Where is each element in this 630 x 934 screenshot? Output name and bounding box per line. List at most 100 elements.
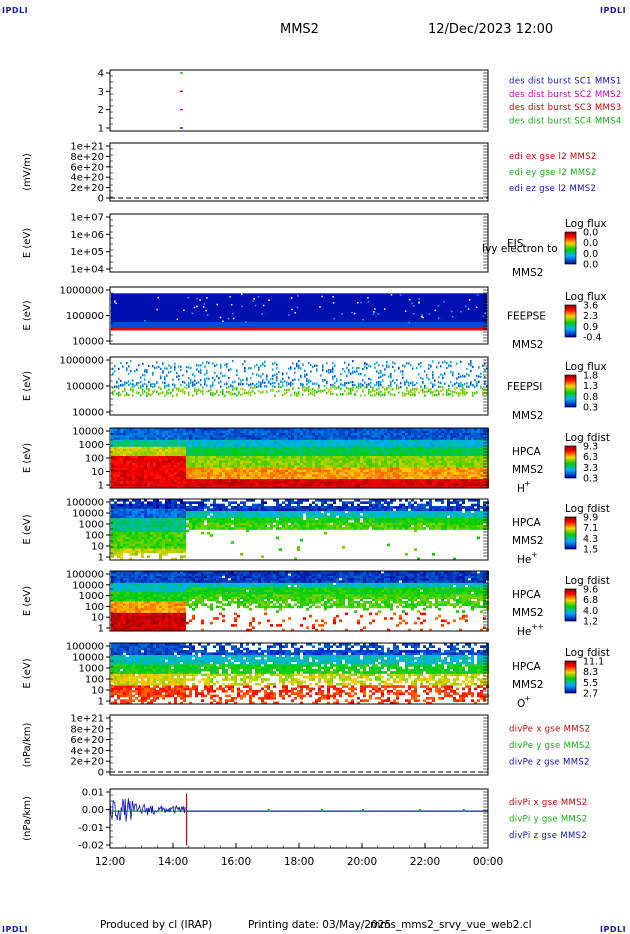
- feepse-speckle: [411, 302, 413, 304]
- hpca_h-pixel: [192, 471, 195, 475]
- hpca_he-pixel: [141, 536, 144, 540]
- hpca_he-pixel: [135, 550, 138, 554]
- hpca_h-pixel: [423, 485, 426, 489]
- hpca_h-pixel: [222, 451, 225, 454]
- hpca_h-pixel: [465, 458, 468, 461]
- hpca_h-pixel: [312, 478, 315, 482]
- hpca_he-pixel: [123, 545, 126, 549]
- feepsi-pixel: [206, 369, 208, 372]
- hpca_he-pixel: [162, 543, 165, 547]
- burst-ytick-label: 3: [98, 87, 104, 98]
- hpca_h-pixel: [330, 467, 333, 470]
- hpca_he-pixel: [162, 548, 165, 551]
- hpca_h-pixel: [477, 439, 480, 443]
- hpca_he-pixel: [135, 503, 138, 507]
- hpca_he-pixel: [162, 550, 165, 554]
- hpca_he-pixel: [126, 538, 129, 542]
- hpca_h-pixel: [471, 462, 474, 466]
- hpca_h-pixel: [351, 437, 354, 440]
- hpca_h-pixel: [198, 441, 201, 445]
- hpca_h-pixel: [183, 455, 186, 459]
- hpca_h-pixel: [189, 437, 192, 440]
- feepsi-pixel: [220, 380, 222, 383]
- feepsi-pixel: [146, 384, 148, 387]
- hpca_h-pixel: [465, 437, 468, 440]
- hpca_h-pixel: [246, 469, 249, 473]
- feepsi-pixel: [222, 393, 224, 396]
- hpca_he-pixel: [156, 510, 159, 514]
- feepsi-pixel: [318, 387, 320, 390]
- hpca_h-pixel: [228, 448, 231, 452]
- hpca_h-pixel: [453, 481, 456, 484]
- burst-right-minor-ticks: [483, 72, 488, 128]
- hpca_h-pixel: [225, 446, 228, 450]
- hpca_h-pixel: [408, 428, 411, 431]
- hpca_h-pixel: [141, 478, 144, 482]
- hpca_h-pixel: [123, 444, 126, 447]
- feepsi-pixel: [438, 392, 440, 396]
- hpca_h-pixel: [459, 483, 462, 486]
- hpca_h-pixel: [201, 483, 204, 486]
- feepsi-pixel: [406, 389, 408, 392]
- hpca_h-pixel: [483, 458, 486, 461]
- hpca_h-pixel: [270, 455, 273, 459]
- hpca_he-pixel: [129, 536, 132, 540]
- feepsi-pixel: [162, 371, 164, 374]
- hpca_h-pixel: [345, 453, 348, 456]
- feepsi-pixel: [356, 370, 358, 373]
- hpca_he-pixel: [153, 527, 156, 530]
- hpca_h-pixel: [456, 474, 459, 477]
- hpca_he-pixel: [126, 517, 129, 521]
- feepsi-pixel: [176, 372, 178, 375]
- hpca_h-pixel: [183, 485, 186, 489]
- feepsi-pixel: [382, 364, 384, 367]
- hpca_h-pixel: [195, 455, 198, 459]
- hpca_h-pixel: [306, 462, 309, 466]
- hpca_h-pixel: [159, 428, 162, 431]
- hpca_h-pixel: [216, 455, 219, 459]
- hpca_h-pixel: [249, 453, 252, 456]
- hpca_h-pixel: [450, 451, 453, 454]
- hpca_h-pixel: [180, 437, 183, 440]
- hpca_h-pixel: [243, 471, 246, 475]
- feepsi-pixel: [196, 368, 198, 371]
- hpca_h-pixel: [291, 462, 294, 466]
- feepsi-pixel: [262, 390, 264, 394]
- feepsi-pixel: [288, 382, 290, 385]
- hpca_h-pixel: [195, 462, 198, 466]
- hpca_h-pixel: [423, 464, 426, 468]
- hpca_he-pixel: [144, 508, 147, 512]
- feepsi-pixel: [482, 387, 484, 390]
- feepsi-pixel: [298, 391, 300, 394]
- hpca_h-pixel: [312, 437, 315, 440]
- feepsi-pixel: [290, 368, 292, 371]
- hpca_h-pixel: [162, 462, 165, 466]
- hpca_h-pixel: [405, 453, 408, 456]
- feepse-speckle: [254, 304, 257, 307]
- hpca_h-pixel: [255, 428, 258, 431]
- hpca_h-pixel: [249, 478, 252, 482]
- feepsi-pixel: [316, 368, 318, 371]
- feepsi-pixel: [392, 365, 394, 369]
- hpca_h-pixel: [225, 464, 228, 468]
- hpca_h-pixel: [309, 471, 312, 475]
- hpca_h-pixel: [213, 437, 216, 440]
- hpca_h-pixel: [348, 451, 351, 454]
- feepsi-pixel: [264, 360, 266, 363]
- feepsi-pixel: [350, 392, 352, 395]
- hpca_h-pixel: [252, 471, 255, 475]
- hpca_h-pixel: [237, 455, 240, 459]
- hpca_h-pixel: [240, 471, 243, 475]
- hpca_h-pixel: [348, 471, 351, 475]
- hpca_h-pixel: [183, 462, 186, 466]
- feepsi-pixel: [126, 381, 128, 385]
- feepsi-pixel: [318, 384, 320, 387]
- hpca_h-pixel: [324, 464, 327, 468]
- hpca_h-pixel: [306, 432, 309, 436]
- hpca_he-pixel: [141, 515, 144, 519]
- hpca_h-pixel: [255, 451, 258, 454]
- hpca_h-pixel: [279, 464, 282, 468]
- hpca_h-pixel: [354, 428, 357, 431]
- hpca_h-pixel: [396, 430, 399, 433]
- hpca_h-pixel: [240, 453, 243, 456]
